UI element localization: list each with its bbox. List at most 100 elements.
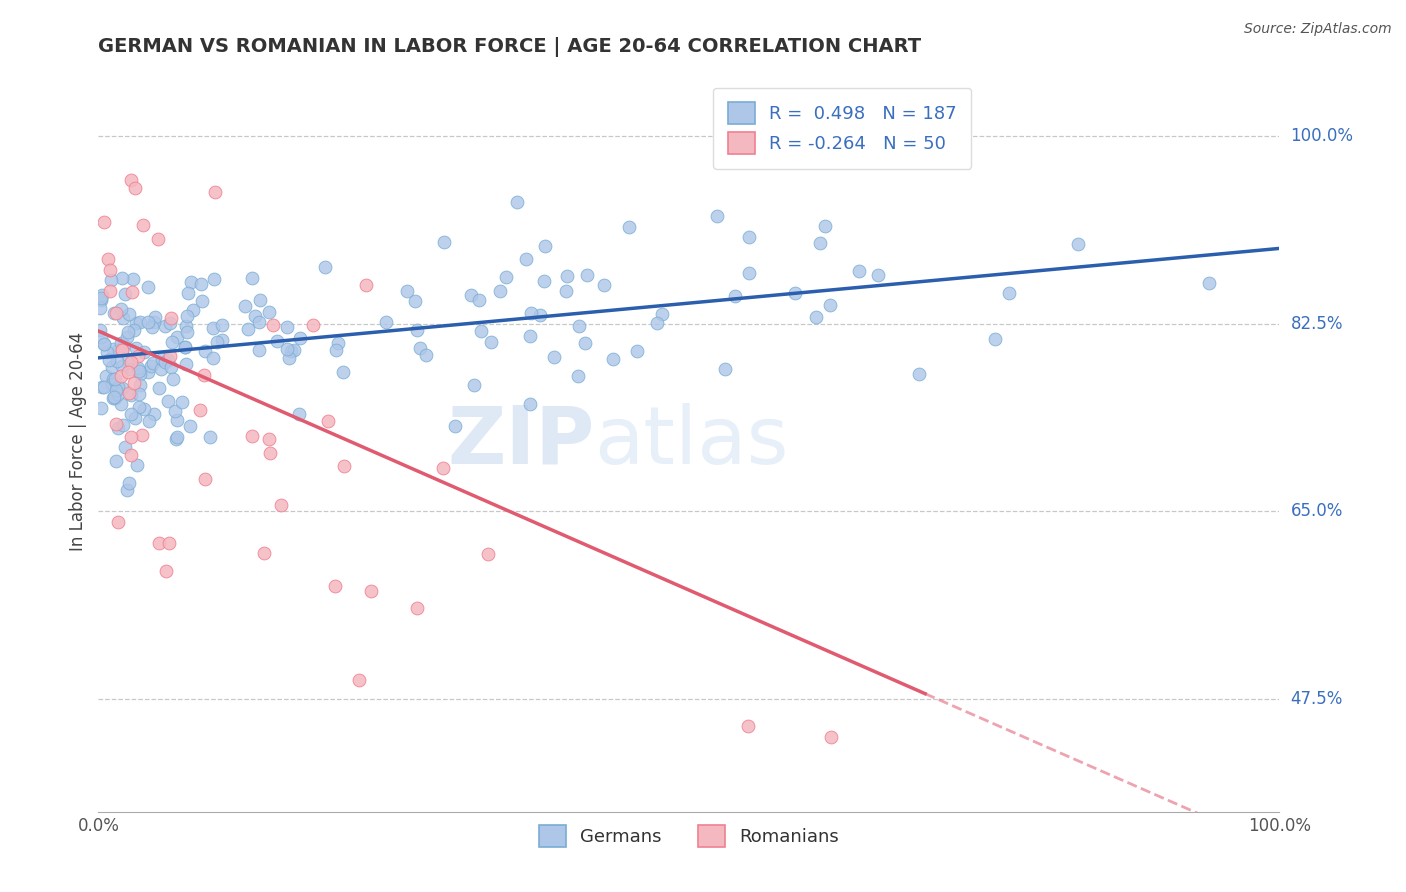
Point <box>174 340 197 354</box>
Point <box>1067 236 1090 251</box>
Point <box>120 407 142 421</box>
Point <box>110 335 132 350</box>
Text: Source: ZipAtlas.com: Source: ZipAtlas.com <box>1244 22 1392 37</box>
Point <box>128 378 150 392</box>
Point <box>129 315 152 329</box>
Point <box>117 325 139 339</box>
Point <box>101 360 124 375</box>
Point <box>433 235 456 249</box>
Point <box>148 536 170 550</box>
Point <box>818 297 841 311</box>
Point <box>156 394 179 409</box>
Point <box>470 324 492 338</box>
Point <box>103 390 125 404</box>
Point <box>714 361 737 376</box>
Point <box>98 352 121 367</box>
Point <box>814 219 837 234</box>
Point <box>98 285 121 299</box>
Point <box>651 307 673 321</box>
Point <box>194 472 217 486</box>
Point <box>188 402 211 417</box>
Point <box>177 285 200 300</box>
Text: atlas: atlas <box>595 402 789 481</box>
Point <box>120 173 142 187</box>
Point <box>495 269 517 284</box>
Point <box>328 336 350 351</box>
Point <box>804 310 827 325</box>
Point <box>444 419 467 434</box>
Point <box>249 293 271 308</box>
Point <box>120 388 142 402</box>
Point <box>104 372 127 386</box>
Point <box>706 209 728 223</box>
Point <box>136 315 159 329</box>
Point <box>101 342 124 356</box>
Point <box>114 440 136 454</box>
Point <box>97 252 120 267</box>
Point <box>201 321 224 335</box>
Point <box>174 357 197 371</box>
Point <box>243 309 266 323</box>
Point <box>235 299 257 313</box>
Point <box>240 429 263 443</box>
Point <box>105 454 128 468</box>
Point <box>280 344 302 359</box>
Point <box>202 271 225 285</box>
Point <box>112 311 135 326</box>
Point <box>128 349 150 363</box>
Point <box>288 408 311 422</box>
Point <box>101 372 124 386</box>
Point <box>142 356 165 370</box>
Point <box>120 448 142 462</box>
Point <box>848 263 870 277</box>
Point <box>181 303 204 318</box>
Point <box>100 376 122 391</box>
Point <box>96 345 118 359</box>
Point <box>121 285 143 299</box>
Point <box>505 194 527 209</box>
Point <box>266 334 288 349</box>
Point <box>143 314 166 328</box>
Point <box>160 311 183 326</box>
Point <box>120 430 142 444</box>
Point <box>111 381 134 395</box>
Point <box>117 365 139 379</box>
Point <box>575 268 598 282</box>
Point <box>93 337 115 351</box>
Point <box>519 397 541 411</box>
Point <box>160 334 183 349</box>
Point <box>568 319 591 334</box>
Point <box>724 289 747 303</box>
Point <box>124 181 146 195</box>
Point <box>193 344 215 359</box>
Point <box>118 307 141 321</box>
Point <box>567 369 589 384</box>
Point <box>105 353 128 368</box>
Point <box>107 515 129 529</box>
Point <box>325 343 347 358</box>
Point <box>128 367 150 381</box>
Point <box>174 318 197 333</box>
Point <box>998 285 1021 300</box>
Point <box>204 185 226 199</box>
Point <box>107 421 129 435</box>
Point <box>808 236 831 251</box>
Point <box>117 351 139 366</box>
Point <box>96 369 118 384</box>
Point <box>118 386 141 401</box>
Point <box>165 432 187 446</box>
Point <box>191 293 214 308</box>
Point <box>166 330 188 344</box>
Text: ZIP: ZIP <box>447 402 595 481</box>
Point <box>460 288 482 302</box>
Point <box>90 330 112 344</box>
Point <box>415 348 437 362</box>
Point <box>111 359 134 373</box>
Point <box>432 460 454 475</box>
Point <box>131 428 153 442</box>
Point <box>132 401 155 416</box>
Point <box>122 272 145 286</box>
Point <box>111 343 134 357</box>
Point <box>406 323 429 337</box>
Point <box>602 351 624 366</box>
